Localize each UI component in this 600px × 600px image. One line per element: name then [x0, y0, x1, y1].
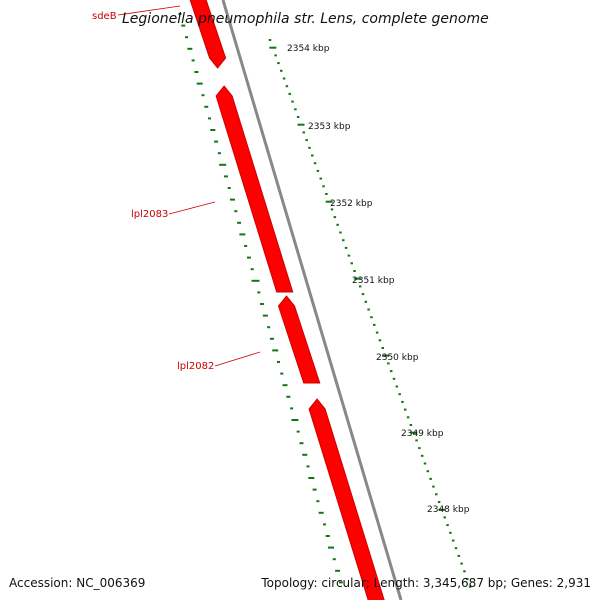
gene-track [189, 0, 385, 600]
ruler-label-2351: 2351 kbp [352, 276, 395, 286]
genome-summary-text: Topology: circular; Length: 3,345,687 bp… [260, 576, 591, 590]
ruler-label-2352: 2352 kbp [330, 199, 373, 209]
leader-line [117, 5, 181, 16]
gene-label-lpl2083: lpl2083 [131, 201, 216, 220]
accession-text: Accession: NC_006369 [9, 576, 145, 590]
ruler-labels: 2354 kbp 2353 kbp 2352 kbp 2351 kbp 2350… [287, 44, 470, 515]
ruler-label-2349: 2349 kbp [401, 429, 444, 439]
genome-backbone [221, 0, 403, 600]
map-title: Legionella pneumophila str. Lens, comple… [122, 11, 489, 27]
ruler-label-2350: 2350 kbp [376, 353, 419, 363]
gene-label-text: sdeB [92, 11, 117, 22]
gene-lpl2082 [277, 295, 321, 384]
gene-lpl2083 [215, 85, 294, 293]
gene-unlabeled [308, 398, 385, 600]
gene-label-lpl2082: lpl2082 [177, 351, 261, 372]
gene-label-sdeb: sdeB [92, 5, 181, 22]
leader-line [214, 351, 261, 367]
position-ruler [268, 39, 472, 588]
gene-label-text: lpl2083 [131, 209, 168, 220]
ruler-label-2354: 2354 kbp [287, 44, 330, 54]
gene-label-text: lpl2082 [177, 361, 214, 372]
gene-sdeb [189, 0, 227, 69]
ruler-label-2353: 2353 kbp [308, 122, 351, 132]
leader-line [168, 201, 216, 215]
gc-content-track [178, 13, 343, 584]
ruler-label-2348: 2348 kbp [427, 505, 470, 515]
